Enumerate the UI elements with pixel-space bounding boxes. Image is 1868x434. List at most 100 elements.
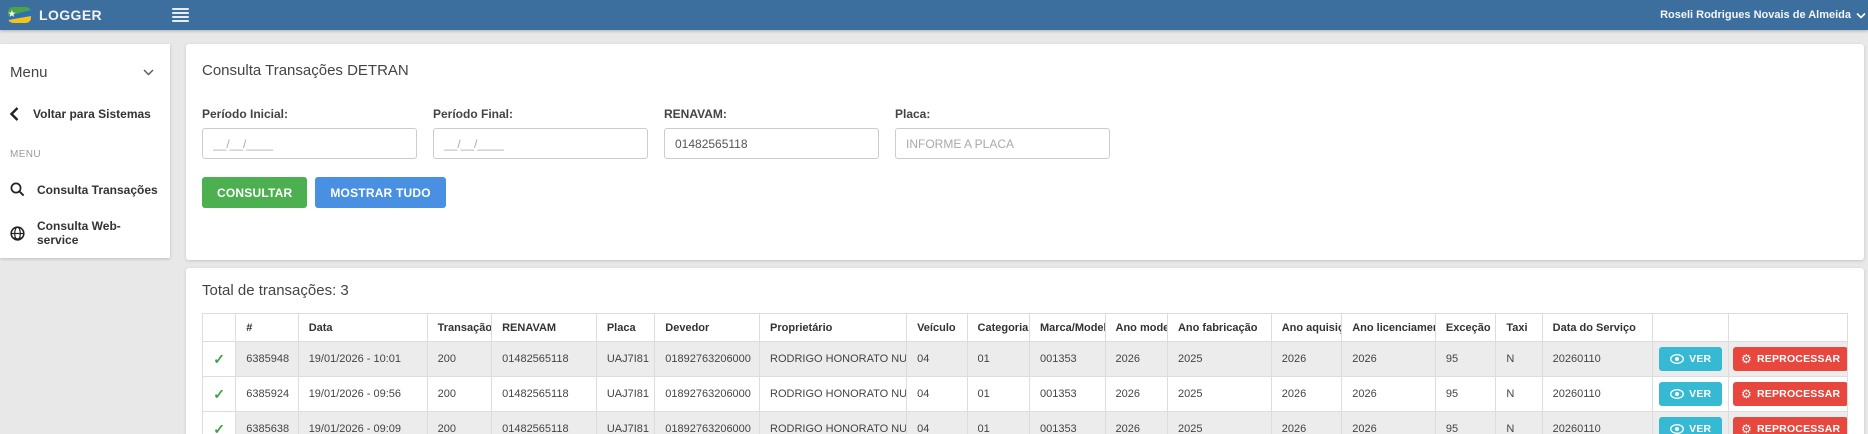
placa-input[interactable] — [895, 128, 1110, 159]
reprocess-cell: ⚙ REPROCESSAR — [1728, 411, 1848, 434]
cell-renavam: 01482565118 — [491, 376, 597, 412]
mostrar-tudo-button[interactable]: MOSTRAR TUDO — [315, 177, 446, 208]
sidebar-item-consulta-transacoes[interactable]: Consulta Transações — [0, 182, 170, 197]
renavam-input[interactable] — [664, 128, 879, 159]
globe-icon — [10, 225, 25, 241]
cell-transacao: 200 — [426, 341, 493, 377]
cell-devedor: 01892763206000 — [654, 376, 761, 412]
view-cell: VER — [1652, 411, 1729, 434]
cell-proprietario: RODRIGO HONORATO NUNES — [759, 341, 908, 377]
cell-ano-licenciamento: 2026 — [1341, 376, 1436, 412]
consultar-button[interactable]: CONSULTAR — [202, 177, 308, 208]
reprocessar-button[interactable]: ⚙ REPROCESSAR — [1733, 417, 1847, 434]
cell-ano-aquisicao: 2026 — [1270, 341, 1343, 377]
cell-categoria: 01 — [966, 411, 1030, 434]
gear-icon: ⚙ — [1741, 422, 1752, 434]
ver-button[interactable]: VER — [1659, 382, 1723, 406]
column-header: Placa — [595, 313, 656, 342]
cell-excecao: 95 — [1434, 411, 1497, 434]
reprocessar-button[interactable]: ⚙ REPROCESSAR — [1733, 347, 1847, 371]
status-cell: ✓ — [201, 376, 237, 412]
cell-placa: UAJ7I81 — [595, 411, 656, 434]
eye-icon — [1670, 389, 1685, 399]
ver-button[interactable]: VER — [1659, 417, 1723, 434]
cell-data-servico: 20260110 — [1541, 411, 1654, 434]
page-title: Consulta Transações DETRAN — [202, 62, 409, 79]
cell-ano-fabricacao: 2025 — [1166, 376, 1272, 412]
column-header — [1652, 313, 1729, 342]
app-title: LOGGER — [39, 7, 103, 23]
success-check-icon: ✓ — [213, 350, 225, 367]
sidebar-item-back-to-systems[interactable]: Voltar para Sistemas — [0, 107, 170, 121]
cell-taxi: N — [1495, 341, 1543, 377]
cell-proprietario: RODRIGO HONORATO NUNES — [759, 411, 908, 434]
field-periodo-final: Período Final: — [433, 107, 648, 159]
field-renavam: RENAVAM: — [664, 107, 879, 159]
sidebar-item-label: Consulta Transações — [37, 182, 158, 197]
cell-data-servico: 20260110 — [1541, 376, 1654, 412]
brand[interactable]: LOGGER — [0, 7, 158, 23]
cell-renavam: 01482565118 — [491, 411, 597, 434]
user-menu[interactable]: Roseli Rodrigues Novais de Almeida — [1660, 9, 1868, 21]
field-label: RENAVAM: — [664, 107, 727, 121]
column-header — [1728, 313, 1848, 342]
column-header: Veículo — [906, 313, 968, 342]
cell-veiculo: 04 — [906, 341, 968, 377]
field-label: Placa: — [895, 107, 931, 121]
cell-veiculo: 04 — [906, 411, 968, 434]
sidebar-toggle-icon[interactable] — [168, 4, 193, 26]
cell-marca-modelo: 001353 — [1028, 341, 1106, 377]
column-header: Ano aquisição — [1270, 313, 1343, 342]
reprocessar-button[interactable]: ⚙ REPROCESSAR — [1733, 382, 1847, 406]
cell-devedor: 01892763206000 — [654, 411, 761, 434]
cell-ano-modelo: 2026 — [1104, 411, 1168, 434]
cell-excecao: 95 — [1434, 376, 1497, 412]
cell-taxi: N — [1495, 411, 1543, 434]
table-row: ✓ 6385924 19/01/2026 - 09:56 200 01482565118… — [201, 376, 1848, 412]
periodo-final-input[interactable] — [433, 128, 648, 159]
ver-button[interactable]: VER — [1659, 347, 1723, 371]
eye-icon — [1670, 424, 1685, 434]
cell-categoria: 01 — [966, 376, 1030, 412]
field-label: Período Inicial: — [202, 107, 289, 121]
cell-ano-aquisicao: 2026 — [1270, 411, 1343, 434]
cell-marca-modelo: 001353 — [1028, 411, 1106, 434]
eye-icon — [1670, 354, 1685, 364]
column-header: RENAVAM — [491, 313, 597, 342]
cell-ano-aquisicao: 2026 — [1270, 376, 1343, 412]
cell-data: 19/01/2026 - 09:09 — [297, 411, 428, 434]
column-header: Taxi — [1495, 313, 1543, 342]
column-header — [201, 313, 237, 342]
cell-data: 19/01/2026 - 10:01 — [297, 341, 428, 377]
cell-categoria: 01 — [966, 341, 1030, 377]
cell-placa: UAJ7I81 — [595, 376, 656, 412]
column-header: Data — [297, 313, 428, 342]
gear-icon: ⚙ — [1741, 352, 1752, 366]
periodo-inicial-input[interactable] — [202, 128, 417, 159]
success-check-icon: ✓ — [213, 420, 225, 434]
cell-id: 6385924 — [235, 376, 299, 412]
sidebar-menu-header[interactable]: Menu — [0, 44, 170, 81]
column-header: Proprietário — [759, 313, 908, 342]
column-header: Categoria — [966, 313, 1030, 342]
chevron-down-icon — [1856, 12, 1866, 19]
sidebar-menu-title: Menu — [10, 64, 48, 81]
column-header: Marca/Modelo — [1028, 313, 1106, 342]
cell-ano-licenciamento: 2026 — [1341, 341, 1436, 377]
search-icon — [10, 182, 25, 197]
cell-proprietario: RODRIGO HONORATO NUNES — [759, 376, 908, 412]
status-cell: ✓ — [201, 411, 237, 434]
sidebar-item-label: Voltar para Sistemas — [33, 107, 151, 121]
cell-veiculo: 04 — [906, 376, 968, 412]
column-header: Ano licenciamento — [1341, 313, 1436, 342]
cell-ano-modelo: 2026 — [1104, 376, 1168, 412]
chevron-left-icon — [10, 107, 19, 121]
user-name: Roseli Rodrigues Novais de Almeida — [1660, 9, 1851, 21]
cell-transacao: 200 — [426, 376, 493, 412]
table-row: ✓ 6385948 19/01/2026 - 10:01 200 01482565118… — [201, 341, 1848, 377]
sidebar-item-consulta-webservice[interactable]: Consulta Web-service — [0, 219, 170, 247]
view-cell: VER — [1652, 376, 1729, 412]
view-cell: VER — [1652, 341, 1729, 377]
cell-transacao: 200 — [426, 411, 493, 434]
field-label: Período Final: — [433, 107, 514, 121]
